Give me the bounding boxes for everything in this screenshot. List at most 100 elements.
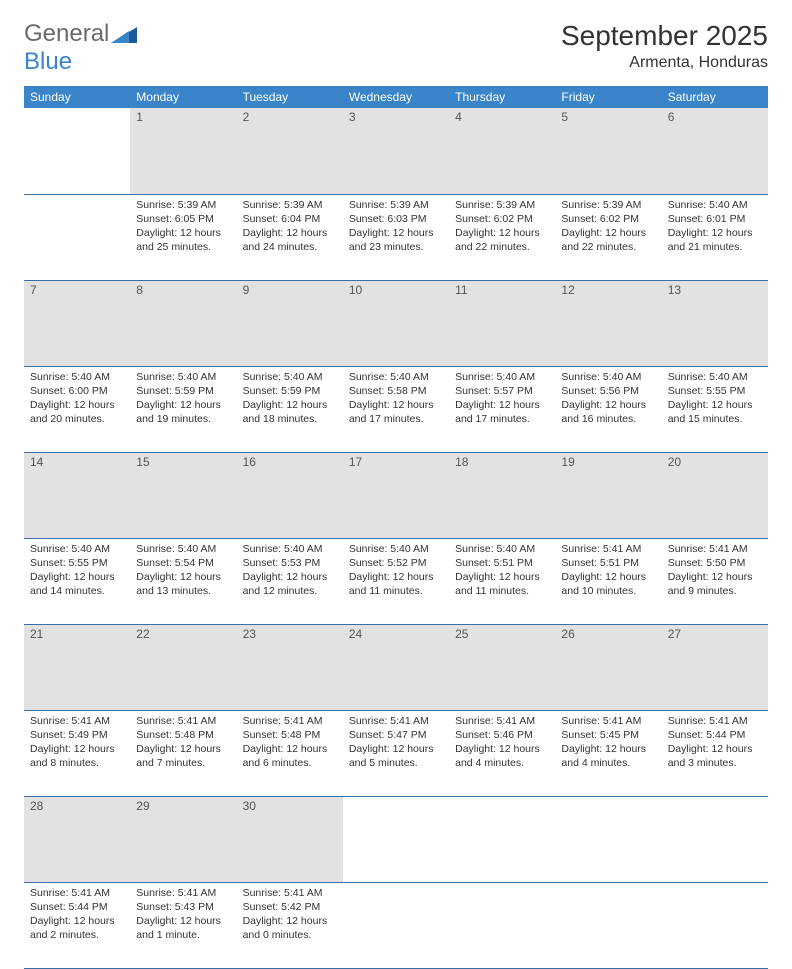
daynum-cell: [343, 796, 449, 882]
day-cell: Sunrise: 5:41 AMSunset: 5:50 PMDaylight:…: [662, 538, 768, 624]
sunset-text: Sunset: 5:50 PM: [668, 556, 762, 570]
day-cell: [24, 194, 130, 280]
daylight-text: Daylight: 12 hours and 11 minutes.: [349, 570, 443, 598]
day-number: 7: [24, 281, 130, 299]
day-content: Sunrise: 5:41 AMSunset: 5:48 PMDaylight:…: [237, 711, 343, 777]
daylight-text: Daylight: 12 hours and 0 minutes.: [243, 914, 337, 942]
day-number: 17: [343, 453, 449, 471]
day-content: [343, 883, 449, 953]
day-number: 27: [662, 625, 768, 643]
daylight-text: Daylight: 12 hours and 19 minutes.: [136, 398, 230, 426]
logo-text-blue: Blue: [24, 48, 72, 76]
day-number: 30: [237, 797, 343, 815]
sunset-text: Sunset: 5:47 PM: [349, 728, 443, 742]
calendar-header-row: SundayMondayTuesdayWednesdayThursdayFrid…: [24, 86, 768, 108]
day-cell: [343, 882, 449, 968]
daylight-text: Daylight: 12 hours and 18 minutes.: [243, 398, 337, 426]
day-content: Sunrise: 5:41 AMSunset: 5:51 PMDaylight:…: [555, 539, 661, 605]
day-content: Sunrise: 5:41 AMSunset: 5:43 PMDaylight:…: [130, 883, 236, 949]
sunrise-text: Sunrise: 5:40 AM: [243, 542, 337, 556]
daynum-cell: 29: [130, 796, 236, 882]
day-content: Sunrise: 5:40 AMSunset: 6:01 PMDaylight:…: [662, 195, 768, 261]
daynum-cell: 14: [24, 452, 130, 538]
sunrise-text: Sunrise: 5:41 AM: [561, 542, 655, 556]
daynum-cell: [24, 108, 130, 194]
sunrise-text: Sunrise: 5:40 AM: [455, 370, 549, 384]
day-content: Sunrise: 5:40 AMSunset: 5:51 PMDaylight:…: [449, 539, 555, 605]
day-number: 21: [24, 625, 130, 643]
day-content: Sunrise: 5:39 AMSunset: 6:05 PMDaylight:…: [130, 195, 236, 261]
day-content: Sunrise: 5:40 AMSunset: 5:52 PMDaylight:…: [343, 539, 449, 605]
day-number: 19: [555, 453, 661, 471]
day-number: 15: [130, 453, 236, 471]
day-number: 4: [449, 108, 555, 126]
weekday-header: Tuesday: [237, 86, 343, 108]
logo-text-general: General: [24, 20, 109, 48]
day-number: 10: [343, 281, 449, 299]
day-number: 13: [662, 281, 768, 299]
daynum-row: 21222324252627: [24, 624, 768, 710]
sunset-text: Sunset: 5:52 PM: [349, 556, 443, 570]
day-cell: Sunrise: 5:39 AMSunset: 6:03 PMDaylight:…: [343, 194, 449, 280]
day-content: Sunrise: 5:40 AMSunset: 5:55 PMDaylight:…: [662, 367, 768, 433]
daylight-text: Daylight: 12 hours and 4 minutes.: [561, 742, 655, 770]
sunrise-text: Sunrise: 5:39 AM: [349, 198, 443, 212]
day-cell: Sunrise: 5:40 AMSunset: 5:55 PMDaylight:…: [24, 538, 130, 624]
daynum-cell: 5: [555, 108, 661, 194]
day-content: Sunrise: 5:41 AMSunset: 5:42 PMDaylight:…: [237, 883, 343, 949]
day-content: Sunrise: 5:39 AMSunset: 6:02 PMDaylight:…: [555, 195, 661, 261]
daynum-cell: [662, 796, 768, 882]
day-cell: Sunrise: 5:40 AMSunset: 6:00 PMDaylight:…: [24, 366, 130, 452]
sunset-text: Sunset: 5:49 PM: [30, 728, 124, 742]
page-header: General September 2025 Armenta, Honduras: [24, 20, 768, 72]
day-number: 20: [662, 453, 768, 471]
sunrise-text: Sunrise: 5:41 AM: [136, 886, 230, 900]
sunset-text: Sunset: 5:56 PM: [561, 384, 655, 398]
day-cell: Sunrise: 5:41 AMSunset: 5:45 PMDaylight:…: [555, 710, 661, 796]
day-number: 5: [555, 108, 661, 126]
sunrise-text: Sunrise: 5:39 AM: [455, 198, 549, 212]
day-content: Sunrise: 5:40 AMSunset: 5:56 PMDaylight:…: [555, 367, 661, 433]
daynum-cell: 16: [237, 452, 343, 538]
sunrise-text: Sunrise: 5:40 AM: [136, 370, 230, 384]
daynum-row: 123456: [24, 108, 768, 194]
sunset-text: Sunset: 6:04 PM: [243, 212, 337, 226]
day-content: Sunrise: 5:41 AMSunset: 5:44 PMDaylight:…: [24, 883, 130, 949]
sunrise-text: Sunrise: 5:40 AM: [243, 370, 337, 384]
sunrise-text: Sunrise: 5:41 AM: [349, 714, 443, 728]
day-cell: Sunrise: 5:41 AMSunset: 5:44 PMDaylight:…: [24, 882, 130, 968]
day-content: Sunrise: 5:41 AMSunset: 5:48 PMDaylight:…: [130, 711, 236, 777]
daynum-cell: 7: [24, 280, 130, 366]
daylight-text: Daylight: 12 hours and 17 minutes.: [349, 398, 443, 426]
daylight-text: Daylight: 12 hours and 20 minutes.: [30, 398, 124, 426]
daynum-cell: 26: [555, 624, 661, 710]
daylight-text: Daylight: 12 hours and 24 minutes.: [243, 226, 337, 254]
sunset-text: Sunset: 5:53 PM: [243, 556, 337, 570]
day-content: Sunrise: 5:39 AMSunset: 6:02 PMDaylight:…: [449, 195, 555, 261]
day-number: 12: [555, 281, 661, 299]
day-content: [449, 883, 555, 953]
daylight-text: Daylight: 12 hours and 3 minutes.: [668, 742, 762, 770]
day-number: 22: [130, 625, 236, 643]
content-row: Sunrise: 5:40 AMSunset: 5:55 PMDaylight:…: [24, 538, 768, 624]
sunset-text: Sunset: 6:02 PM: [455, 212, 549, 226]
sunrise-text: Sunrise: 5:40 AM: [455, 542, 549, 556]
day-cell: [555, 882, 661, 968]
daylight-text: Daylight: 12 hours and 17 minutes.: [455, 398, 549, 426]
day-content: Sunrise: 5:39 AMSunset: 6:04 PMDaylight:…: [237, 195, 343, 261]
day-content: [662, 883, 768, 953]
day-cell: Sunrise: 5:41 AMSunset: 5:48 PMDaylight:…: [130, 710, 236, 796]
daynum-row: 14151617181920: [24, 452, 768, 538]
daylight-text: Daylight: 12 hours and 6 minutes.: [243, 742, 337, 770]
calendar-body: 123456Sunrise: 5:39 AMSunset: 6:05 PMDay…: [24, 108, 768, 968]
day-cell: Sunrise: 5:39 AMSunset: 6:02 PMDaylight:…: [555, 194, 661, 280]
sunrise-text: Sunrise: 5:41 AM: [455, 714, 549, 728]
sunset-text: Sunset: 5:59 PM: [136, 384, 230, 398]
day-content: Sunrise: 5:41 AMSunset: 5:44 PMDaylight:…: [662, 711, 768, 777]
daylight-text: Daylight: 12 hours and 11 minutes.: [455, 570, 549, 598]
sunrise-text: Sunrise: 5:41 AM: [668, 542, 762, 556]
daylight-text: Daylight: 12 hours and 15 minutes.: [668, 398, 762, 426]
day-cell: Sunrise: 5:40 AMSunset: 5:58 PMDaylight:…: [343, 366, 449, 452]
sunrise-text: Sunrise: 5:40 AM: [30, 370, 124, 384]
day-cell: Sunrise: 5:40 AMSunset: 5:55 PMDaylight:…: [662, 366, 768, 452]
